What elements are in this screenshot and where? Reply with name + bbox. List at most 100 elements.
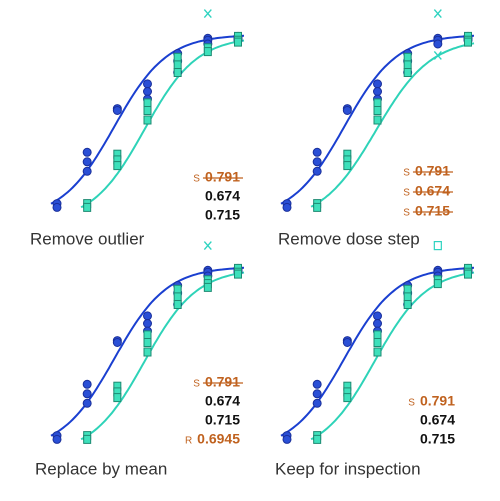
data-point: [143, 115, 152, 125]
data-point: [403, 52, 412, 62]
statistic-value: 0.715: [205, 412, 240, 428]
data-point: [112, 338, 122, 347]
statistic-prefix: S: [403, 188, 410, 199]
panel: Replace by mean 0.791 S 0.674 0.715 0.6945 R: [35, 241, 245, 478]
data-point: [143, 87, 152, 96]
data-point: [373, 79, 382, 89]
flagged-point: [433, 241, 442, 251]
panel-caption: Remove outlier: [30, 229, 145, 248]
data-point: [173, 52, 182, 62]
data-point: [373, 311, 382, 321]
data-point: [173, 60, 182, 70]
data-point: [173, 292, 182, 302]
data-point: [403, 300, 412, 309]
data-point: [343, 393, 352, 403]
data-point: [52, 434, 62, 444]
data-point: [312, 398, 322, 408]
data-point: [464, 37, 472, 47]
data-point: [82, 389, 92, 399]
data-point: [373, 87, 382, 96]
statistic-value: 0.715: [205, 207, 240, 223]
data-point: [203, 47, 212, 57]
data-point: [313, 434, 322, 444]
data-point: [403, 292, 412, 302]
panel: Remove outlier 0.791 S 0.674 0.715: [30, 9, 245, 248]
data-point: [373, 319, 382, 328]
data-point: [143, 311, 152, 321]
data-point: [52, 202, 62, 212]
data-point: [143, 98, 152, 108]
data-point: [82, 398, 92, 408]
fit-curve: [80, 39, 245, 209]
data-point: [343, 161, 352, 171]
data-point: [373, 115, 382, 125]
statistic-prefix: S: [193, 174, 200, 185]
data-point: [173, 300, 182, 309]
data-point: [464, 269, 472, 279]
data-point: [143, 347, 152, 357]
data-point: [143, 79, 152, 89]
data-point: [433, 39, 443, 49]
data-point: [82, 147, 92, 157]
panel-caption: Keep for inspection: [275, 459, 421, 478]
excluded-point: [433, 50, 442, 60]
data-point: [143, 319, 152, 328]
data-point: [403, 68, 412, 77]
statistic-prefix: S: [403, 168, 410, 179]
data-point: [173, 68, 182, 77]
data-point: [312, 389, 322, 399]
data-point: [234, 269, 242, 279]
data-point: [282, 434, 292, 444]
statistic-value: 0.674: [205, 393, 240, 409]
data-point: [342, 106, 352, 115]
statistic-prefix: S: [408, 398, 415, 409]
data-point: [83, 434, 92, 444]
data-point: [143, 106, 152, 115]
panel: Keep for inspection 0.791 S 0.674 0.715: [275, 241, 475, 478]
data-point: [83, 202, 92, 212]
statistic-value: 0.791: [420, 393, 455, 409]
panel-caption: Replace by mean: [35, 459, 167, 478]
data-point: [173, 284, 182, 294]
data-point: [234, 37, 242, 47]
panel: Remove dose step 0.791 S 0.674 S 0.715 S: [278, 9, 475, 248]
data-point: [312, 157, 322, 167]
data-point: [373, 330, 382, 340]
statistic-prefix: S: [193, 379, 200, 390]
statistic-value: 0.674: [205, 188, 240, 204]
statistic-prefix: R: [185, 436, 192, 447]
data-point: [373, 338, 382, 347]
data-point: [373, 347, 382, 357]
data-point: [313, 202, 322, 212]
statistic-value: 0.674: [415, 183, 450, 199]
data-point: [373, 106, 382, 115]
data-point: [403, 60, 412, 70]
excluded-point: [433, 9, 442, 19]
statistic-value: 0.674: [420, 412, 455, 428]
data-point: [203, 282, 212, 292]
statistic-value: 0.791: [205, 169, 240, 185]
fit-curve: [310, 42, 475, 208]
fit-curve: [310, 271, 475, 441]
data-point: [113, 393, 122, 403]
data-point: [82, 157, 92, 167]
statistic-value: 0.715: [420, 431, 455, 447]
data-point: [312, 166, 322, 176]
data-point: [282, 202, 292, 212]
statistic-value: 0.791: [415, 163, 450, 179]
excluded-point: [203, 241, 212, 251]
data-point: [82, 166, 92, 176]
data-point: [403, 284, 412, 294]
data-point: [373, 98, 382, 108]
data-point: [82, 379, 92, 389]
excluded-point: [203, 9, 212, 19]
data-point: [312, 147, 322, 157]
data-point: [112, 106, 122, 115]
data-point: [143, 338, 152, 347]
data-point: [113, 161, 122, 171]
fit-curve: [80, 271, 245, 441]
data-point: [433, 279, 442, 289]
data-point: [143, 330, 152, 340]
data-point: [312, 379, 322, 389]
